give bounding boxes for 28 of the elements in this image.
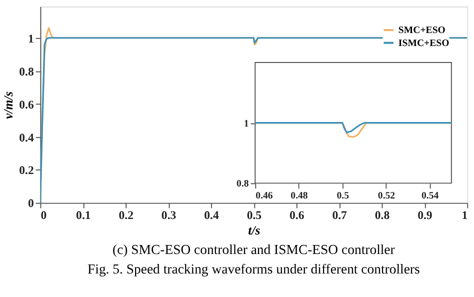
y-tick-label: 1 <box>28 32 34 46</box>
x-tick-label: 0.4 <box>204 209 219 222</box>
x-tick-label: 0.7 <box>332 209 348 222</box>
y-tick-label: 0.8 <box>19 65 34 78</box>
x-tick-label: 0.6 <box>290 209 304 222</box>
x-tick-label: 0.8 <box>374 209 390 222</box>
y-axis-title: v/m/s <box>1 91 16 119</box>
x-tick-label: 0.52 <box>378 190 396 202</box>
x-tick-label: 0.3 <box>161 209 176 222</box>
text: (c) SMC-ESO controller and ISMC-ESO controller <box>112 242 396 257</box>
caption: Fig. 5. Speed tracking waveforms under different controllers <box>88 261 420 276</box>
x-axis-title: t/s <box>248 224 260 238</box>
x-tick-label: 0 <box>40 209 47 222</box>
x-tick-label: 0.5 <box>336 190 350 202</box>
legend-label: ISMC+ESO <box>398 38 450 49</box>
y-tick-label: 0.2 <box>19 164 34 178</box>
x-tick-label: 0.9 <box>418 209 432 222</box>
x-tick-label: 0.48 <box>290 190 308 202</box>
line-series <box>254 122 452 134</box>
x-tick-label: 0.54 <box>422 190 439 202</box>
x-tick-label: 0.46 <box>256 190 273 202</box>
x-tick-label: 0.5 <box>246 209 262 222</box>
legend-label: SMC+ESO <box>398 25 446 36</box>
x-tick-label: 0.2 <box>118 209 134 222</box>
y-tick-label: 0.4 <box>19 131 34 144</box>
y-tick-label: 0.6 <box>19 98 34 112</box>
x-tick-label: 1 <box>462 209 468 222</box>
x-tick-label: 0.1 <box>76 209 91 222</box>
